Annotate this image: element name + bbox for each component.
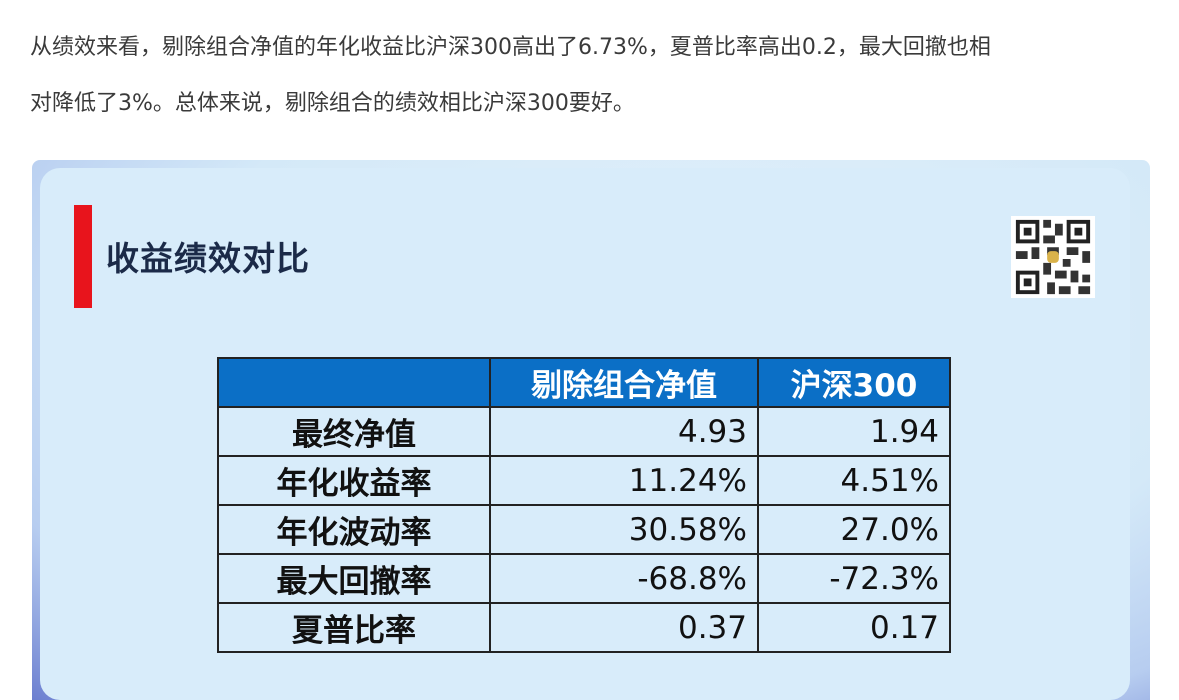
card-image: 收益绩效对比 剔除组合净值 沪深300 最终净值 4.93 1.94 年化收益率 11.24…: [32, 160, 1150, 700]
header-row: 剔除组合净值 沪深300: [217, 357, 951, 408]
paragraph-line: 对降低了3%。总体来说，剔除组合的绩效相比沪深300要好。: [30, 91, 635, 116]
value-cell: 11.24%: [489, 455, 759, 506]
value-cell: 27.0%: [757, 504, 951, 555]
card-inner: 收益绩效对比 剔除组合净值 沪深300 最终净值 4.93 1.94 年化收益率 11.24…: [40, 168, 1130, 700]
qr-code: [1011, 216, 1095, 298]
table-row: 年化收益率 11.24% 4.51%: [217, 455, 951, 506]
header-cell: 沪深300: [757, 357, 951, 408]
table-row: 夏普比率 0.37 0.17: [217, 602, 951, 653]
row-label: 年化波动率: [217, 504, 491, 555]
accent-bar: [74, 205, 92, 308]
value-cell: -72.3%: [757, 553, 951, 604]
row-label: 年化收益率: [217, 455, 491, 506]
value-cell: 0.37: [489, 602, 759, 653]
value-cell: 1.94: [757, 406, 951, 457]
table-row: 最大回撤率 -68.8% -72.3%: [217, 553, 951, 604]
paragraph-line: 从绩效来看，剔除组合净值的年化收益比沪深300高出了6.73%，夏普比率高出0.…: [30, 35, 991, 60]
value-cell: 0.17: [757, 602, 951, 653]
card-title: 收益绩效对比: [106, 239, 310, 278]
value-cell: -68.8%: [489, 553, 759, 604]
header-cell: 剔除组合净值: [489, 357, 759, 408]
header-cell: [217, 357, 491, 408]
row-label: 最终净值: [217, 406, 491, 457]
row-label: 夏普比率: [217, 602, 491, 653]
paragraph: 从绩效来看，剔除组合净值的年化收益比沪深300高出了6.73%，夏普比率高出0.…: [30, 20, 1179, 132]
table-row: 最终净值 4.93 1.94: [217, 406, 951, 457]
performance-table: 剔除组合净值 沪深300 最终净值 4.93 1.94 年化收益率 11.24% 4.51% 年…: [217, 357, 951, 653]
table-row: 年化波动率 30.58% 27.0%: [217, 504, 951, 555]
value-cell: 4.93: [489, 406, 759, 457]
value-cell: 30.58%: [489, 504, 759, 555]
value-cell: 4.51%: [757, 455, 951, 506]
row-label: 最大回撤率: [217, 553, 491, 604]
page: 从绩效来看，剔除组合净值的年化收益比沪深300高出了6.73%，夏普比率高出0.…: [30, 20, 1179, 700]
